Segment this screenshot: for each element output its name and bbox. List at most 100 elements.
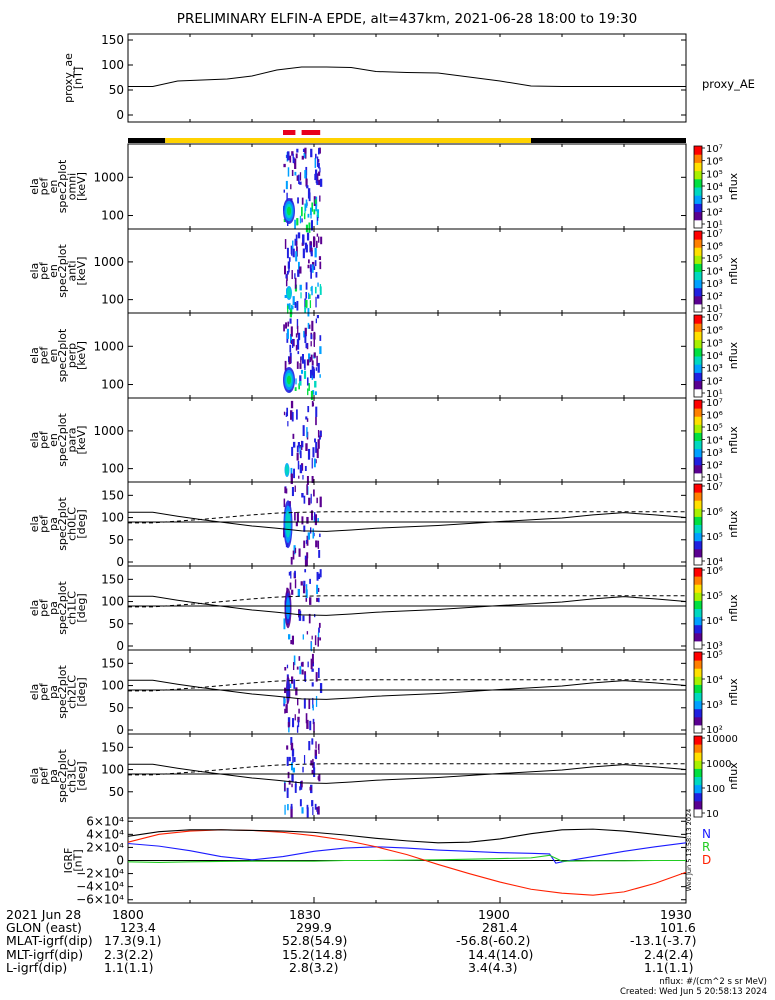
ephemeris-value: 281.4 xyxy=(482,920,518,936)
spectrogram-pixel xyxy=(300,369,304,374)
spectrogram-pixel xyxy=(306,807,309,818)
colorbar-tick-label: 10⁷ xyxy=(706,144,723,155)
orbit-status-bar xyxy=(531,138,686,143)
y-axis-label: en xyxy=(47,180,60,194)
spectrogram-pixel xyxy=(283,324,285,332)
spectrogram-pixel xyxy=(314,169,318,175)
spectrogram-pixel xyxy=(316,156,319,167)
spectrogram-pixel xyxy=(299,464,303,474)
spectrogram-pixel xyxy=(286,192,288,201)
spectrogram-pixel xyxy=(309,241,312,246)
y-axis-label: pa xyxy=(47,601,60,615)
spectrogram-pixel xyxy=(301,516,304,525)
colorbar-tick-label: 10⁵ xyxy=(706,169,723,180)
colorbar-tick-label: 10¹ xyxy=(706,389,723,400)
spectrogram-pixel xyxy=(307,322,310,329)
spectrogram-pixel xyxy=(298,174,300,185)
spectrogram-pixel xyxy=(306,377,309,386)
igrf-tick-label: −6×10⁴ xyxy=(76,893,124,907)
spectrogram-pixel xyxy=(308,192,311,202)
spectrogram-pixel xyxy=(317,217,319,221)
proxy-ae-series-label: proxy_AE xyxy=(702,77,755,91)
chart-title: PRELIMINARY ELFIN-A EPDE, alt=437km, 202… xyxy=(177,11,637,27)
spectrogram-pixel xyxy=(301,197,304,205)
spectrogram-pixel xyxy=(306,484,308,495)
spectrogram-pixel xyxy=(283,189,286,193)
colorbar-segment xyxy=(694,303,702,313)
y-axis-label: ela xyxy=(28,432,41,449)
colorbar-segment xyxy=(694,154,702,163)
colorbar-tick-label: 10⁴ xyxy=(706,557,723,568)
y-axis-label: ela xyxy=(28,178,41,195)
spectrogram-pixel xyxy=(291,412,294,422)
spectrogram-pixel xyxy=(311,800,314,807)
spectrogram-pixel xyxy=(317,429,320,438)
spectrogram-pixel xyxy=(300,356,302,363)
igrf-N-line xyxy=(127,842,687,864)
spectrogram-pixel xyxy=(306,427,308,438)
spectrogram-pixel xyxy=(290,473,293,485)
y-axis-label: spec2plot xyxy=(56,413,69,467)
y-axis-label: spec2plot xyxy=(56,497,69,551)
colorbar-segment xyxy=(694,440,702,450)
spectrogram-pixel xyxy=(294,171,297,176)
spectrogram-pixel xyxy=(315,318,317,324)
spectrogram-pixel xyxy=(305,584,308,592)
y-tick-label: 1000 xyxy=(93,255,124,269)
spectrogram-pixel xyxy=(310,264,312,270)
y-tick-label: 50 xyxy=(109,785,124,799)
spectrogram-pixel xyxy=(294,301,297,308)
spectrogram-pixel xyxy=(298,383,300,390)
spectrogram-pixel xyxy=(303,495,306,504)
spectrogram-pixel xyxy=(305,224,308,233)
spectrogram-pixel xyxy=(315,540,318,548)
spectrogram-pixel xyxy=(290,340,293,345)
igrf-R-line xyxy=(127,854,686,864)
spectrogram-pixel xyxy=(284,486,287,494)
spectrogram-pixel xyxy=(313,331,316,340)
spectrogram-pixel xyxy=(291,635,295,645)
y-tick-label: 100 xyxy=(101,209,124,223)
spectrogram-pixel xyxy=(295,521,298,527)
spectrogram-pixel xyxy=(287,771,290,779)
spectrogram-pixel xyxy=(308,383,310,391)
spectrogram-pixel xyxy=(299,666,302,675)
y-tick-label: 150 xyxy=(101,740,124,754)
spectrogram-pixel xyxy=(310,658,313,670)
ephemeris-row-mlt: MLT-igrf(dip) 2.3(2.2) 15.2(14.8) 14.4(1… xyxy=(6,947,706,960)
spectrogram-pixel xyxy=(317,744,320,750)
colorbar-segment xyxy=(694,548,702,558)
spectrogram-pixel xyxy=(310,354,313,361)
spectrogram-pixel xyxy=(289,333,292,344)
spectrogram-pixel xyxy=(298,261,300,270)
colorbar-segment xyxy=(694,162,702,172)
spectrogram-pixel xyxy=(289,344,292,353)
spectrogram-pixel xyxy=(307,661,309,668)
spectrogram-pixel xyxy=(303,152,306,158)
colorbar-segment xyxy=(694,676,702,685)
spectrogram-pixel xyxy=(319,261,322,270)
y-axis-label: pef xyxy=(37,261,50,280)
spectrogram-pixel xyxy=(286,756,289,766)
spectrogram-pixel xyxy=(320,236,323,245)
spectrogram-pixel xyxy=(300,581,303,586)
spectrogram-pixel xyxy=(289,318,292,324)
colorbar-segment xyxy=(694,608,702,618)
spectrogram-pixel xyxy=(299,363,302,369)
spectrogram-pixel xyxy=(305,244,308,253)
colorbar-label: nflux xyxy=(727,594,740,622)
spectrogram-pixel xyxy=(299,266,302,274)
spectrogram-pixel xyxy=(305,343,308,349)
spectrogram-pixel xyxy=(305,443,308,451)
y-axis-label: ch1LC xyxy=(66,591,79,625)
spectrogram-pixel xyxy=(311,320,314,332)
colorbar-label: nflux xyxy=(727,426,740,454)
spectrogram-pixel xyxy=(290,400,294,409)
colorbar-segment xyxy=(694,372,702,382)
spectrogram-pixel xyxy=(313,352,316,358)
spectrogram-pixel xyxy=(302,474,304,480)
y-tick-label: 50 xyxy=(109,701,124,715)
y-axis-label: pef xyxy=(37,514,50,533)
y-tick-label: 50 xyxy=(109,617,124,631)
colorbar-segment xyxy=(694,516,702,525)
